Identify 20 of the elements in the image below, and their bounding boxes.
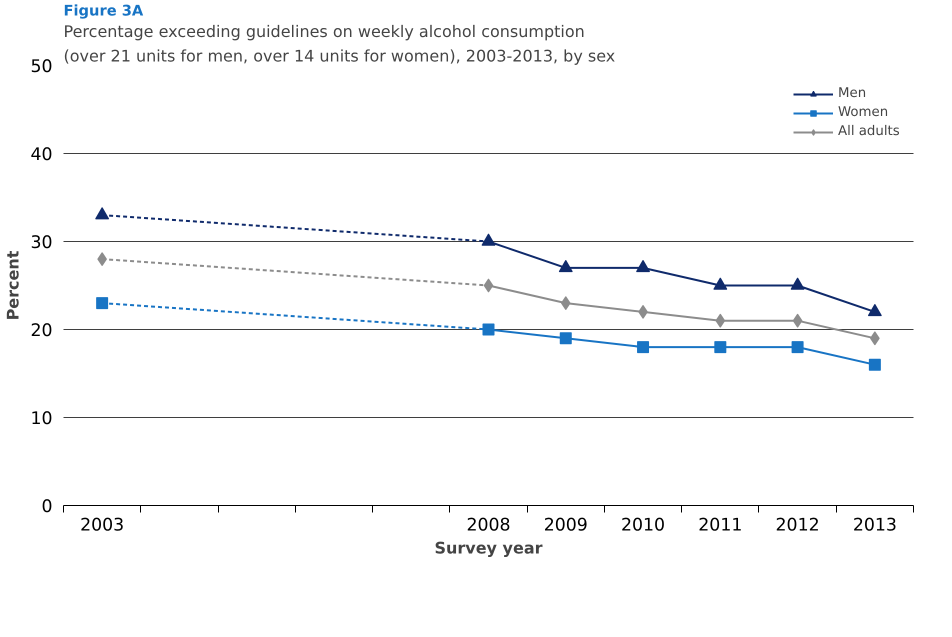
- x-tick-label: 2013: [852, 516, 897, 536]
- y-tick-label: 40: [30, 145, 53, 165]
- x-tick-label: 2011: [698, 516, 742, 536]
- chart-subtitle: Percentage exceeding guidelines on weekly alcohol consumption (over 21 units for men, over 14 units for women), 2003-2013, by sex: [64, 22, 616, 66]
- y-tick-label: 30: [30, 233, 53, 253]
- y-tick-label: 50: [30, 57, 53, 77]
- legend-label: All adults: [838, 124, 900, 139]
- y-axis-title: Percent: [3, 250, 22, 320]
- y-tick-label: 0: [41, 497, 53, 517]
- x-tick-label: 2009: [544, 516, 588, 536]
- x-tick-label: 2008: [466, 516, 511, 536]
- x-tick-label: 2003: [80, 516, 124, 536]
- x-tick-label: 2012: [776, 516, 820, 536]
- legend-label: Women: [838, 105, 888, 120]
- legend-label: Men: [838, 86, 866, 101]
- y-tick-label: 10: [30, 409, 53, 429]
- x-tick-label: 2010: [620, 516, 666, 536]
- x-axis-title: Survey year: [434, 538, 543, 558]
- y-tick-label: 20: [30, 321, 53, 341]
- chart-title: Figure 3A: [64, 2, 144, 20]
